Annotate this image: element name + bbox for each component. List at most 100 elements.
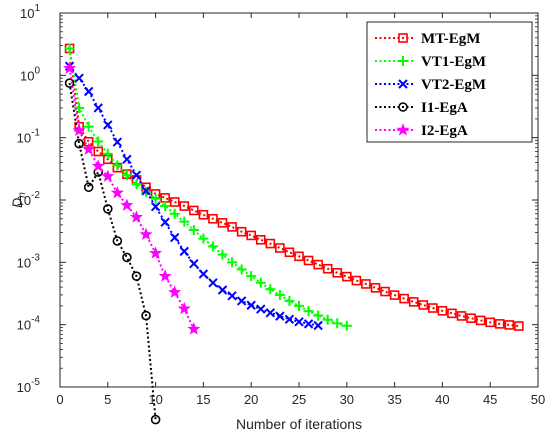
- data-point: [265, 238, 276, 249]
- data-point: [246, 230, 256, 241]
- data-point: [121, 170, 132, 181]
- y-tick-label: 101: [20, 3, 40, 21]
- data-point: [91, 159, 105, 172]
- y-tick-label: 10-5: [17, 377, 41, 395]
- legend-label: I1-EgA: [421, 100, 468, 116]
- data-point: [170, 232, 180, 243]
- x-tick-label: 5: [104, 392, 111, 407]
- data-point: [399, 293, 409, 304]
- data-point: [112, 137, 123, 147]
- data-point: [93, 136, 104, 147]
- data-point: [168, 285, 182, 298]
- data-point: [150, 193, 161, 204]
- y-tick-base: 10: [20, 68, 34, 83]
- data-point: [150, 414, 161, 425]
- x-tick-label: 0: [56, 392, 63, 407]
- data-point: [82, 142, 96, 155]
- data-point: [236, 226, 247, 237]
- legend-item: VT1-EgM: [375, 54, 486, 70]
- y-tick-exponent: 0: [34, 65, 40, 76]
- data-point: [179, 246, 189, 257]
- data-point: [313, 320, 323, 331]
- series-mt-egm: [64, 43, 524, 331]
- data-point: [158, 269, 172, 282]
- data-point: [122, 154, 132, 164]
- data-point: [122, 252, 132, 263]
- y-tick-label: 10-4: [17, 315, 41, 333]
- legend-label: I2-EgA: [421, 123, 468, 139]
- data-point: [265, 308, 276, 318]
- y-tick-base: 10: [17, 380, 31, 395]
- data-point: [332, 267, 343, 278]
- data-point: [341, 320, 352, 331]
- x-tick-label: 30: [340, 392, 354, 407]
- data-point: [380, 286, 390, 297]
- data-point: [112, 236, 123, 246]
- data-point: [131, 170, 142, 180]
- data-point: [246, 300, 256, 310]
- legend-item: VT2-EgM: [375, 77, 486, 93]
- data-point: [313, 259, 323, 270]
- series-vt2-egm: [64, 61, 323, 331]
- y-axis-label-subscript: n: [17, 192, 28, 198]
- data-point: [408, 297, 419, 307]
- data-point: [179, 201, 190, 211]
- data-point: [141, 186, 151, 196]
- x-tick-label: 20: [244, 392, 258, 407]
- data-point: [103, 120, 113, 130]
- legend-item: I2-EgA: [375, 123, 468, 139]
- y-tick-label: 10-1: [17, 128, 41, 146]
- data-point: [83, 121, 94, 132]
- data-point: [418, 300, 429, 310]
- data-point: [198, 233, 209, 244]
- x-tick-label: 15: [196, 392, 210, 407]
- series-i1-ega: [64, 78, 161, 425]
- y-tick-base: 10: [17, 318, 31, 333]
- data-point: [389, 290, 400, 300]
- legend-box: [366, 21, 533, 143]
- legend-label: VT1-EgM: [421, 54, 486, 70]
- data-point: [437, 305, 448, 316]
- data-point: [398, 33, 408, 43]
- x-tick-label: 45: [483, 392, 497, 407]
- data-point: [74, 73, 84, 83]
- y-tick-label: 10-3: [17, 252, 41, 270]
- data-point: [456, 311, 467, 321]
- x-axis-label: Number of iterations: [236, 416, 362, 432]
- data-point: [169, 208, 180, 219]
- data-point: [83, 86, 94, 97]
- data-point: [475, 315, 486, 326]
- x-axis-ticks: 0 5 10 15 20 25 30 35 40 45 50: [56, 13, 545, 407]
- y-tick-base: 10: [17, 193, 31, 208]
- legend-item: I1-EgA: [375, 100, 468, 116]
- x-tick-label: 40: [435, 392, 449, 407]
- data-point: [64, 43, 75, 54]
- legend-label: MT-EgM: [421, 31, 480, 47]
- data-point: [149, 246, 163, 259]
- data-point: [398, 102, 408, 112]
- y-axis-label-main: D: [9, 198, 25, 208]
- series-vt1-egm: [64, 43, 352, 331]
- x-tick-label: 25: [292, 392, 306, 407]
- data-point: [275, 311, 285, 321]
- data-point: [428, 303, 438, 313]
- data-point: [150, 202, 161, 212]
- x-tick-label: 10: [148, 392, 162, 407]
- data-point: [303, 306, 314, 317]
- data-point: [217, 249, 228, 260]
- data-point: [101, 169, 115, 182]
- series-line: [68, 65, 319, 327]
- data-point: [284, 295, 295, 306]
- data-point: [466, 313, 476, 323]
- data-point: [514, 321, 524, 331]
- data-point: [227, 291, 237, 301]
- data-point: [227, 257, 238, 268]
- y-tick-base: 10: [17, 131, 31, 146]
- data-point: [236, 296, 247, 306]
- y-tick-base: 10: [17, 255, 31, 270]
- data-point: [303, 319, 314, 329]
- data-point: [198, 269, 209, 279]
- y-tick-label: 100: [20, 65, 40, 83]
- data-point: [187, 322, 201, 335]
